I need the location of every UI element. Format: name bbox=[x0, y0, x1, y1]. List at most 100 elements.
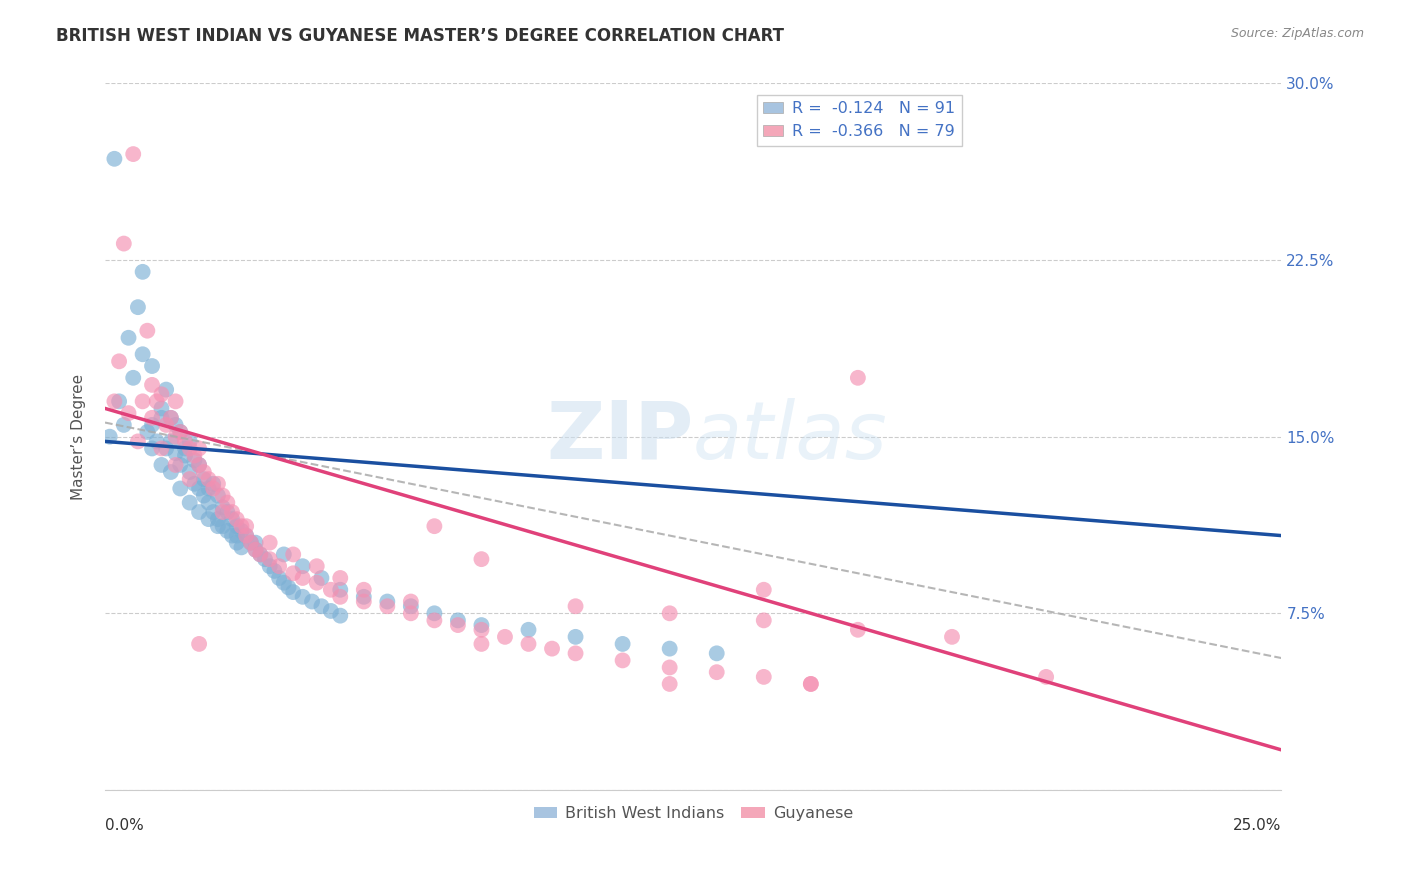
Point bbox=[136, 324, 159, 338]
Text: BRITISH WEST INDIAN VS GUYANESE MASTER’S DEGREE CORRELATION CHART: BRITISH WEST INDIAN VS GUYANESE MASTER’S… bbox=[56, 27, 785, 45]
Point bbox=[221, 505, 243, 519]
Point bbox=[752, 670, 775, 684]
Point bbox=[131, 347, 153, 361]
Point bbox=[239, 535, 262, 549]
Point bbox=[112, 417, 135, 432]
Point bbox=[174, 449, 197, 463]
Point bbox=[197, 482, 219, 496]
Point bbox=[165, 430, 187, 444]
Point bbox=[259, 535, 281, 549]
Point bbox=[150, 401, 173, 416]
Point bbox=[399, 594, 422, 608]
Point bbox=[225, 528, 247, 542]
Point bbox=[165, 458, 187, 472]
Point bbox=[193, 472, 215, 486]
Point bbox=[193, 465, 215, 479]
Point bbox=[564, 599, 586, 614]
Point bbox=[800, 677, 823, 691]
Point bbox=[193, 489, 215, 503]
Point bbox=[211, 489, 233, 503]
Point bbox=[273, 575, 295, 590]
Point bbox=[188, 442, 211, 456]
Point bbox=[122, 371, 145, 385]
Point bbox=[245, 535, 267, 549]
Point bbox=[165, 394, 187, 409]
Point bbox=[202, 476, 225, 491]
Point bbox=[141, 359, 163, 373]
Point bbox=[160, 434, 183, 449]
Point bbox=[291, 559, 314, 574]
Legend: British West Indians, Guyanese: British West Indians, Guyanese bbox=[527, 800, 859, 828]
Point bbox=[235, 528, 257, 542]
Point bbox=[127, 434, 149, 449]
Point bbox=[249, 548, 271, 562]
Point bbox=[263, 564, 285, 578]
Point bbox=[217, 505, 239, 519]
Point bbox=[179, 442, 201, 456]
Text: ZIP: ZIP bbox=[546, 398, 693, 475]
Point bbox=[353, 582, 375, 597]
Point bbox=[269, 571, 291, 585]
Point bbox=[117, 331, 139, 345]
Point bbox=[108, 394, 131, 409]
Point bbox=[169, 425, 191, 439]
Point bbox=[150, 410, 173, 425]
Point bbox=[150, 442, 173, 456]
Point bbox=[150, 458, 173, 472]
Point bbox=[941, 630, 963, 644]
Point bbox=[225, 535, 247, 549]
Point bbox=[564, 646, 586, 660]
Point bbox=[145, 394, 167, 409]
Point bbox=[174, 434, 197, 449]
Point bbox=[155, 383, 177, 397]
Point bbox=[752, 613, 775, 627]
Point bbox=[179, 495, 201, 509]
Point bbox=[183, 449, 205, 463]
Point bbox=[269, 559, 291, 574]
Point bbox=[155, 442, 177, 456]
Point bbox=[752, 582, 775, 597]
Point bbox=[112, 236, 135, 251]
Point bbox=[846, 371, 869, 385]
Point bbox=[231, 519, 253, 533]
Point bbox=[399, 599, 422, 614]
Point bbox=[103, 394, 125, 409]
Point bbox=[239, 535, 262, 549]
Point bbox=[283, 566, 305, 581]
Point bbox=[399, 607, 422, 621]
Point bbox=[211, 519, 233, 533]
Point bbox=[127, 300, 149, 314]
Point bbox=[197, 512, 219, 526]
Point bbox=[249, 548, 271, 562]
Point bbox=[221, 528, 243, 542]
Point bbox=[160, 410, 183, 425]
Point bbox=[141, 417, 163, 432]
Point bbox=[197, 495, 219, 509]
Point bbox=[612, 653, 634, 667]
Point bbox=[231, 541, 253, 555]
Point bbox=[141, 377, 163, 392]
Point bbox=[259, 559, 281, 574]
Point bbox=[494, 630, 516, 644]
Point bbox=[202, 482, 225, 496]
Point bbox=[98, 430, 121, 444]
Point bbox=[301, 594, 323, 608]
Point bbox=[131, 265, 153, 279]
Point bbox=[145, 434, 167, 449]
Point bbox=[207, 512, 229, 526]
Point bbox=[541, 641, 564, 656]
Point bbox=[447, 613, 470, 627]
Point bbox=[658, 607, 681, 621]
Point bbox=[375, 594, 398, 608]
Point bbox=[305, 575, 328, 590]
Point bbox=[329, 590, 352, 604]
Point bbox=[800, 677, 823, 691]
Point bbox=[202, 505, 225, 519]
Point bbox=[108, 354, 131, 368]
Point bbox=[470, 623, 492, 637]
Point bbox=[353, 594, 375, 608]
Point bbox=[197, 472, 219, 486]
Point bbox=[188, 458, 211, 472]
Point bbox=[231, 524, 253, 538]
Point bbox=[447, 618, 470, 632]
